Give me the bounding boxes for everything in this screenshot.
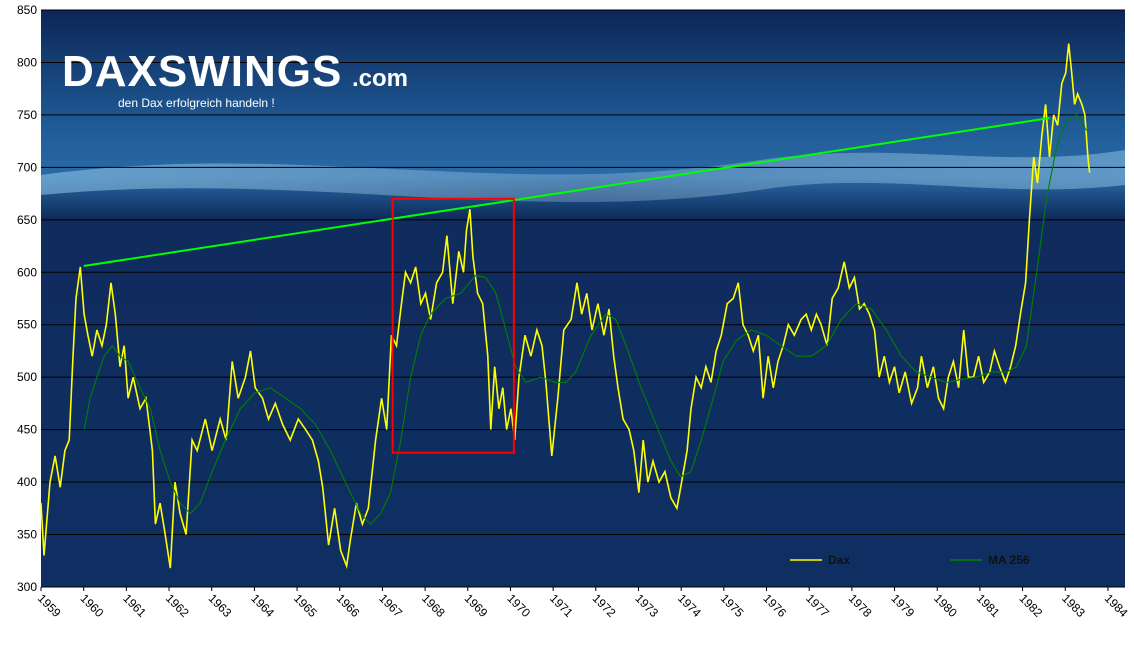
trendline bbox=[83, 117, 1050, 267]
x-tick-label: 1968 bbox=[419, 591, 448, 620]
y-tick-label: 700 bbox=[17, 160, 37, 174]
x-tick-label: 1967 bbox=[376, 591, 405, 620]
x-tick-label: 1976 bbox=[760, 591, 789, 620]
x-tick-label: 1965 bbox=[291, 591, 320, 620]
x-tick-label: 1961 bbox=[120, 591, 149, 620]
x-tick-label: 1984 bbox=[1102, 591, 1131, 620]
series-line bbox=[83, 114, 1088, 525]
x-tick-label: 1977 bbox=[803, 591, 832, 620]
x-tick-label: 1983 bbox=[1059, 591, 1088, 620]
x-tick-label: 1980 bbox=[931, 591, 960, 620]
grid bbox=[41, 9, 1125, 588]
x-tick-label: 1971 bbox=[547, 591, 576, 620]
y-tick-label: 600 bbox=[17, 265, 37, 279]
x-tick-label: 1966 bbox=[334, 591, 363, 620]
x-tick-label: 1970 bbox=[504, 591, 533, 620]
x-tick-label: 1981 bbox=[974, 591, 1003, 620]
x-tick-label: 1982 bbox=[1016, 591, 1045, 620]
y-tick-label: 500 bbox=[17, 370, 37, 384]
x-tick-label: 1979 bbox=[888, 591, 917, 620]
x-tick-label: 1960 bbox=[78, 591, 107, 620]
logo-tagline: den Dax erfolgreich handeln ! bbox=[118, 96, 275, 110]
y-tick-label: 850 bbox=[17, 3, 37, 17]
x-tick-label: 1962 bbox=[163, 591, 192, 620]
x-tick-label: 1959 bbox=[35, 591, 64, 620]
y-tick-label: 400 bbox=[17, 475, 37, 489]
x-tick-label: 1969 bbox=[462, 591, 491, 620]
plot bbox=[40, 43, 1091, 570]
y-tick-label: 350 bbox=[17, 528, 37, 542]
x-tick-label: 1964 bbox=[248, 591, 277, 620]
legend-label: MA 256 bbox=[988, 553, 1030, 567]
y-tick-label: 800 bbox=[17, 55, 37, 69]
y-tick-label: 450 bbox=[17, 423, 37, 437]
x-tick-label: 1973 bbox=[632, 591, 661, 620]
wave-decoration bbox=[41, 150, 1125, 203]
y-tick-label: 750 bbox=[17, 108, 37, 122]
x-tick-label: 1963 bbox=[206, 591, 235, 620]
series-line bbox=[40, 43, 1091, 570]
logo-name: DAXSWINGS bbox=[62, 47, 342, 96]
logo-suffix: .com bbox=[352, 65, 408, 92]
y-tick-label: 650 bbox=[17, 213, 37, 227]
y-tick-label: 300 bbox=[17, 580, 37, 594]
x-tick-label: 1975 bbox=[718, 591, 747, 620]
legend-label: Dax bbox=[828, 553, 850, 567]
x-tick-label: 1978 bbox=[846, 591, 875, 620]
highlight-box bbox=[391, 197, 515, 454]
x-tick-label: 1972 bbox=[590, 591, 619, 620]
y-tick-label: 550 bbox=[17, 318, 37, 332]
x-tick-label: 1974 bbox=[675, 591, 704, 620]
